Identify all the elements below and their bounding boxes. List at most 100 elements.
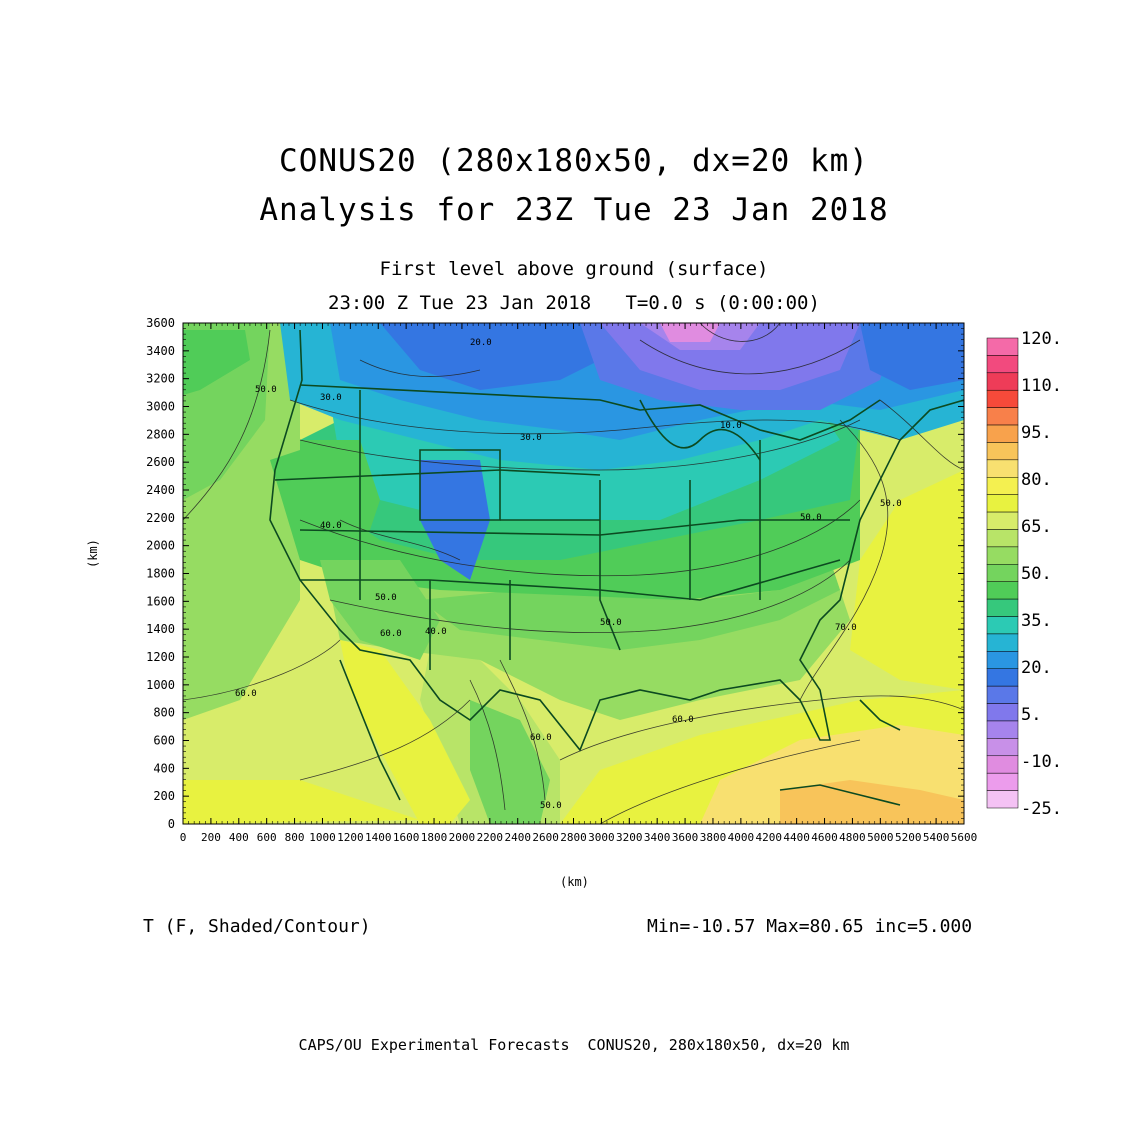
colorbar-swatch bbox=[986, 337, 1019, 356]
x-tick-label: 3800 bbox=[700, 831, 727, 844]
colorbar-swatch bbox=[986, 511, 1019, 530]
colorbar-label: 120. bbox=[1021, 329, 1062, 349]
colorbar-swatch bbox=[986, 355, 1019, 374]
contour-label: 50.0 bbox=[800, 513, 822, 523]
x-tick-label: 1800 bbox=[421, 831, 448, 844]
colorbar-swatch bbox=[986, 755, 1019, 774]
x-tick-label: 800 bbox=[285, 831, 305, 844]
colorbar-label: 80. bbox=[1021, 470, 1052, 490]
map-title-line1: CONUS20 (280x180x50, dx=20 km) bbox=[279, 143, 869, 179]
x-tick-label: 400 bbox=[229, 831, 249, 844]
y-tick-label: 400 bbox=[153, 761, 175, 775]
x-tick-label: 3400 bbox=[644, 831, 671, 844]
colorbar-swatch bbox=[986, 424, 1019, 443]
contour-label: 50.0 bbox=[540, 801, 562, 811]
x-axis-label: (km) bbox=[560, 875, 589, 889]
colorbar-swatch bbox=[986, 546, 1019, 565]
colorbar-swatch bbox=[986, 720, 1019, 739]
colorbar-swatch bbox=[986, 389, 1019, 408]
y-tick-label: 1600 bbox=[146, 594, 175, 608]
y-tick-label: 2000 bbox=[146, 539, 175, 553]
x-tick-label: 5000 bbox=[867, 831, 894, 844]
contour-label: 60.0 bbox=[235, 689, 257, 699]
colorbar-label: 50. bbox=[1021, 564, 1052, 584]
contour-label: 50.0 bbox=[600, 618, 622, 628]
colorbar-label: -10. bbox=[1021, 752, 1062, 772]
contour-label: 50.0 bbox=[255, 385, 277, 395]
x-tick-label: 4200 bbox=[756, 831, 783, 844]
contour-label: 10.0 bbox=[720, 421, 742, 431]
map-title-line2: Analysis for 23Z Tue 23 Jan 2018 bbox=[259, 192, 889, 228]
colorbar-label: 110. bbox=[1021, 376, 1062, 396]
x-tick-label: 2600 bbox=[532, 831, 559, 844]
y-tick-label: 3200 bbox=[146, 372, 175, 386]
variable-label: T (F, Shaded/Contour) bbox=[143, 916, 371, 937]
y-tick-label: 3000 bbox=[146, 400, 175, 414]
x-tick-label: 0 bbox=[180, 831, 187, 844]
contour-label: 50.0 bbox=[880, 499, 902, 509]
contour-label: 30.0 bbox=[320, 393, 342, 403]
contour-label: 40.0 bbox=[320, 521, 342, 531]
colorbar-swatch bbox=[986, 494, 1019, 513]
x-tick-label: 600 bbox=[257, 831, 277, 844]
contour-label: 70.0 bbox=[835, 623, 857, 633]
y-tick-label: 1400 bbox=[146, 622, 175, 636]
colorbar bbox=[986, 337, 1019, 809]
x-tick-label: 4800 bbox=[839, 831, 866, 844]
x-tick-label: 4600 bbox=[811, 831, 838, 844]
colorbar-label: 20. bbox=[1021, 658, 1052, 678]
colorbar-swatch bbox=[986, 442, 1019, 461]
x-tick-label: 2400 bbox=[504, 831, 531, 844]
contour-label: 20.0 bbox=[470, 338, 492, 348]
y-tick-label: 0 bbox=[168, 817, 175, 831]
y-axis-label: (km) bbox=[86, 539, 100, 568]
field-stats: Min=-10.57 Max=80.65 inc=5.000 bbox=[647, 916, 973, 937]
colorbar-swatch bbox=[986, 790, 1019, 809]
y-tick-label: 3400 bbox=[146, 344, 175, 358]
x-tick-label: 3000 bbox=[588, 831, 615, 844]
colorbar-label: 65. bbox=[1021, 517, 1052, 537]
colorbar-label: 35. bbox=[1021, 611, 1052, 631]
contour-label: 40.0 bbox=[425, 627, 447, 637]
y-tick-label: 1000 bbox=[146, 678, 175, 692]
colorbar-swatch bbox=[986, 372, 1019, 391]
x-tick-label: 4400 bbox=[783, 831, 810, 844]
contour-label: 60.0 bbox=[380, 629, 402, 639]
y-tick-label: 2200 bbox=[146, 511, 175, 525]
colorbar-swatch bbox=[986, 633, 1019, 652]
x-tick-label: 1200 bbox=[337, 831, 364, 844]
temperature-field: 20.0 30.0 30.0 40.0 50.0 50.0 50.0 60.0 … bbox=[183, 323, 964, 824]
x-tick-label: 2800 bbox=[560, 831, 587, 844]
y-tick-label: 800 bbox=[153, 706, 175, 720]
x-tick-label: 5400 bbox=[923, 831, 950, 844]
x-tick-label: 200 bbox=[201, 831, 221, 844]
y-tick-label: 2400 bbox=[146, 483, 175, 497]
colorbar-swatch bbox=[986, 564, 1019, 582]
y-tick-label: 3600 bbox=[146, 316, 175, 330]
colorbar-swatch bbox=[986, 459, 1019, 478]
colorbar-labels: 120. 110. 95. 80. 65. 50. 35. 20. 5. -10. -25. bbox=[1021, 329, 1062, 819]
y-tick-label: 600 bbox=[153, 734, 175, 748]
y-tick-label: 2600 bbox=[146, 455, 175, 469]
contour-label: 50.0 bbox=[375, 593, 397, 603]
x-tick-label: 5200 bbox=[895, 831, 922, 844]
footer-credit: CAPS/OU Experimental Forecasts CONUS20, … bbox=[298, 1036, 850, 1054]
x-tick-label: 1000 bbox=[309, 831, 336, 844]
x-tick-label: 1400 bbox=[365, 831, 392, 844]
x-tick-label: 2200 bbox=[477, 831, 504, 844]
contour-label: 60.0 bbox=[530, 733, 552, 743]
colorbar-swatch bbox=[986, 703, 1019, 722]
contour-label: 30.0 bbox=[520, 433, 542, 443]
colorbar-swatch bbox=[986, 598, 1019, 617]
colorbar-label: 95. bbox=[1021, 423, 1052, 443]
time-subtitle: 23:00 Z Tue 23 Jan 2018 T=0.0 s (0:00:00… bbox=[328, 292, 820, 314]
colorbar-label: -25. bbox=[1021, 799, 1062, 819]
contour-label: 60.0 bbox=[672, 715, 694, 725]
x-tick-label: 1600 bbox=[393, 831, 420, 844]
colorbar-swatch bbox=[986, 651, 1019, 669]
colorbar-label: 5. bbox=[1021, 705, 1041, 725]
y-tick-label: 1800 bbox=[146, 567, 175, 581]
colorbar-swatch bbox=[986, 738, 1019, 757]
x-tick-label: 2000 bbox=[449, 831, 476, 844]
